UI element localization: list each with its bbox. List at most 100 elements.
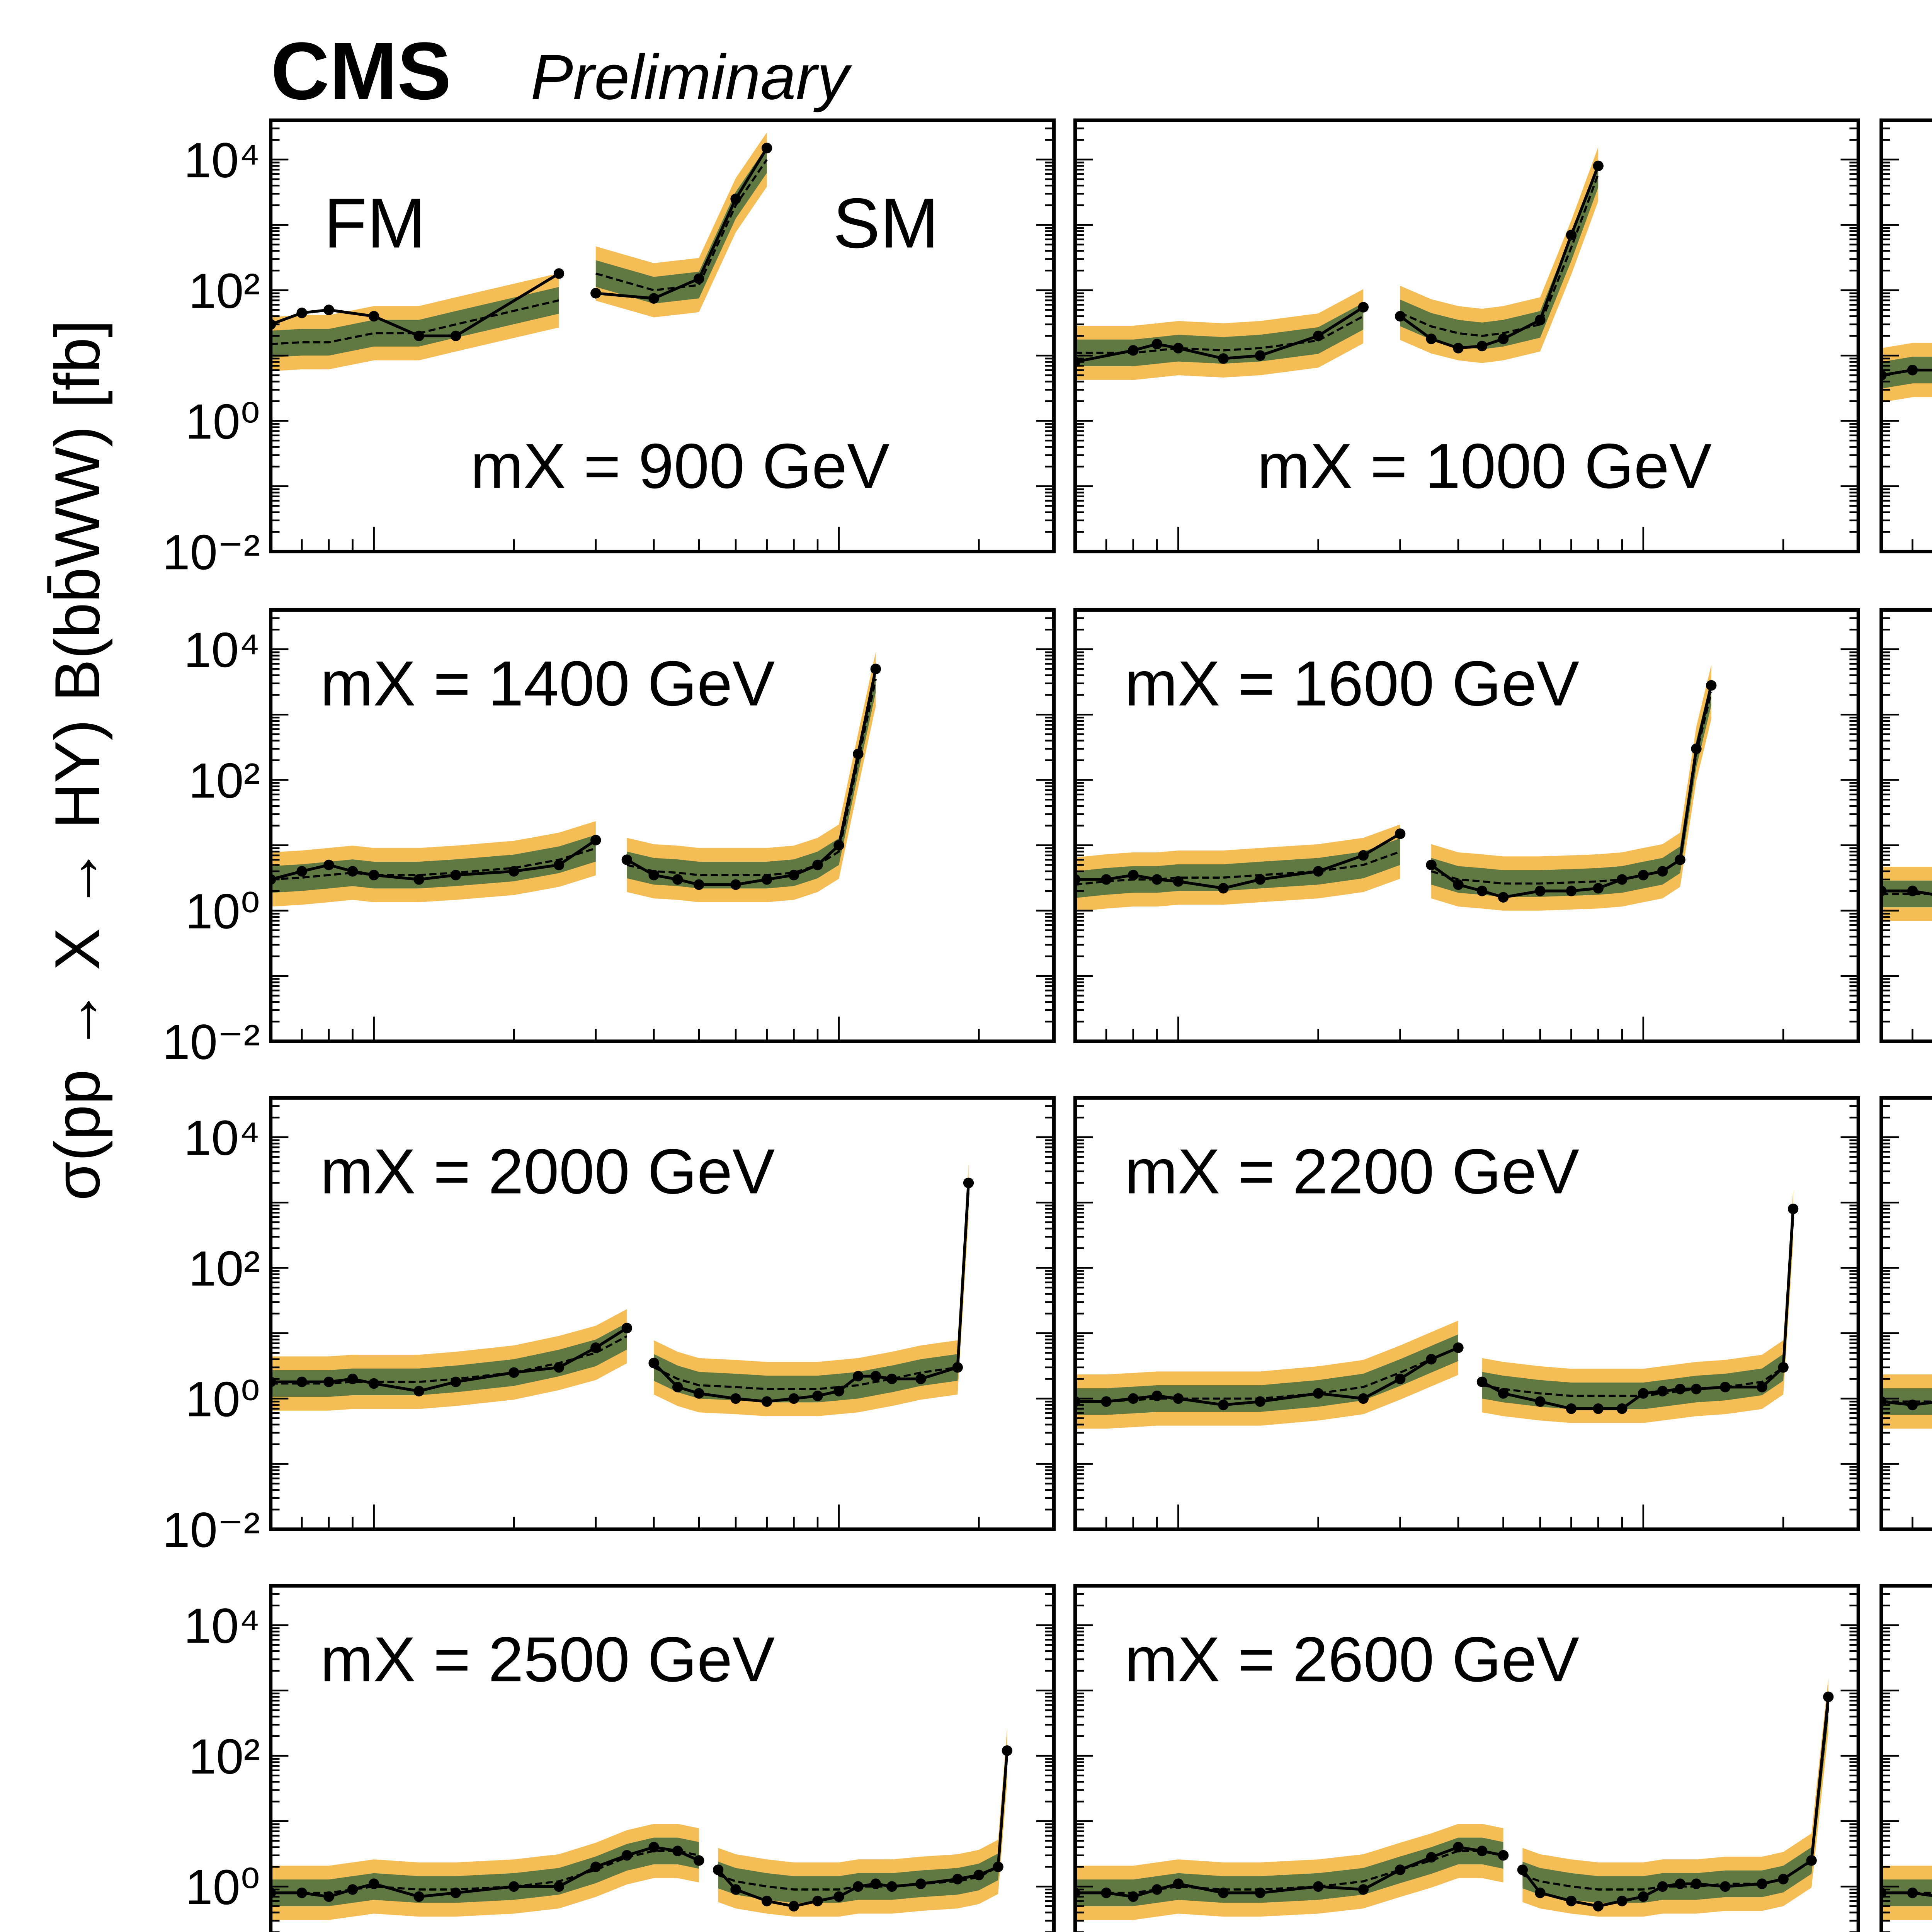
observed-point	[853, 1881, 864, 1892]
observed-point	[1498, 333, 1509, 344]
observed-point	[812, 1390, 823, 1401]
observed-point	[952, 1874, 963, 1884]
panel-plot-area	[1075, 665, 1717, 912]
observed-point	[590, 1861, 601, 1872]
observed-point	[1757, 1878, 1767, 1889]
observed-point	[1313, 1388, 1324, 1399]
observed-point	[1675, 854, 1685, 865]
y-tick-label: 10⁰	[185, 1372, 260, 1427]
observed-point	[1476, 1845, 1488, 1857]
observed-point	[963, 1177, 974, 1189]
band-1sigma-fm	[270, 1323, 627, 1397]
observed-point	[509, 1367, 519, 1378]
band-2sigma-sm	[654, 1164, 969, 1416]
expected-line-fm	[1075, 315, 1364, 354]
panel-mass-label: mX = 1400 GeV	[320, 648, 775, 719]
y-tick-label: 10⁻²	[162, 1502, 260, 1558]
observed-point	[553, 859, 565, 871]
observed-point	[1907, 886, 1918, 896]
panel-plot-area	[270, 132, 772, 371]
observed-point	[368, 311, 379, 322]
y-tick-label: 10⁻²	[162, 525, 260, 580]
observed-point	[1173, 343, 1184, 354]
observed-point	[1498, 892, 1509, 903]
observed-point	[413, 1386, 424, 1396]
observed-point	[788, 1901, 799, 1912]
panel-mass-label: mX = 2200 GeV	[1125, 1136, 1580, 1207]
expected-line-fm	[270, 847, 596, 881]
observed-point	[1453, 1842, 1464, 1853]
observed-point	[1151, 338, 1163, 350]
observed-line-fm	[1075, 832, 1401, 890]
panel-plot-area	[1075, 1190, 1799, 1429]
observed-point	[1498, 1850, 1509, 1861]
observed-point	[788, 1393, 799, 1404]
observed-point	[296, 1376, 307, 1388]
observed-point	[1675, 1878, 1685, 1889]
y-tick-label: 10⁻²	[162, 1015, 260, 1070]
observed-point	[509, 1881, 519, 1892]
observed-point	[730, 1393, 741, 1404]
observed-point	[621, 1323, 633, 1333]
observed-point	[1593, 883, 1604, 894]
observed-point	[1002, 1745, 1013, 1756]
observed-point	[1535, 886, 1546, 896]
observed-point	[590, 1342, 601, 1353]
band-2sigma-sm	[1431, 665, 1711, 911]
observed-point	[1535, 315, 1546, 325]
panel-plot-area	[270, 1164, 974, 1416]
observed-point	[1691, 743, 1702, 754]
expected-line-fm	[270, 299, 560, 345]
band-1sigma-sm	[1431, 679, 1711, 897]
band-1sigma-sm	[627, 665, 876, 889]
y-tick-label: 10⁴	[184, 622, 260, 678]
observed-point	[347, 1884, 358, 1895]
y-tick-label: 10²	[189, 264, 260, 319]
observed-point	[1706, 680, 1717, 691]
observed-point	[1173, 1393, 1184, 1404]
band-1sigma-fm	[270, 287, 559, 357]
observed-point	[590, 835, 601, 845]
observed-point	[590, 288, 601, 299]
observed-point	[450, 1376, 461, 1388]
observed-point	[1426, 859, 1437, 871]
panel-mass-label: mX = 2500 GeV	[320, 1624, 775, 1695]
band-1sigma-sm	[595, 146, 767, 304]
panel-plot-area	[270, 652, 881, 907]
expected-line-sm	[1400, 173, 1599, 337]
observed-point	[1255, 1887, 1266, 1898]
band-1sigma-sm	[1522, 1691, 1828, 1903]
expected-line-fm	[270, 1850, 699, 1894]
observed-point	[952, 1362, 963, 1373]
panel-plot-area	[1881, 1374, 1932, 1429]
observed-point	[694, 1855, 704, 1866]
panel-mass-label: mX = 1000 GeV	[1257, 430, 1712, 502]
observed-point	[730, 1884, 741, 1895]
y-tick-label: 10⁰	[185, 394, 260, 449]
panel: mX = 2200 GeV	[1073, 1096, 1860, 1531]
band-1sigma-fm	[270, 1837, 699, 1906]
expected-line-sm	[1482, 1217, 1794, 1397]
observed-point	[1395, 828, 1406, 839]
y-axis-label: σ(pp → X → HY) B(bb̄WW) [fb]	[42, 320, 113, 1201]
fm-label: FM	[324, 184, 426, 263]
panel-mass-label: mX = 2400 GeV	[1931, 1136, 1932, 1207]
observed-point	[1255, 350, 1266, 361]
observed-point	[1255, 874, 1266, 885]
observed-point	[648, 1357, 659, 1369]
observed-point	[1453, 879, 1464, 890]
observed-point	[1358, 1393, 1369, 1404]
observed-point	[833, 1891, 844, 1902]
observed-point	[1498, 1388, 1509, 1399]
observed-point	[730, 194, 741, 204]
observed-point	[1476, 886, 1488, 896]
observed-point	[413, 1891, 424, 1902]
panel: mX = 2400 GeV	[1879, 1096, 1932, 1531]
observed-point	[761, 874, 772, 885]
observed-point	[1218, 353, 1229, 364]
observed-point	[870, 663, 881, 674]
observed-point	[1691, 1878, 1702, 1889]
band-1sigma-sm	[654, 1177, 969, 1403]
panel-plot-area	[1075, 1678, 1834, 1920]
